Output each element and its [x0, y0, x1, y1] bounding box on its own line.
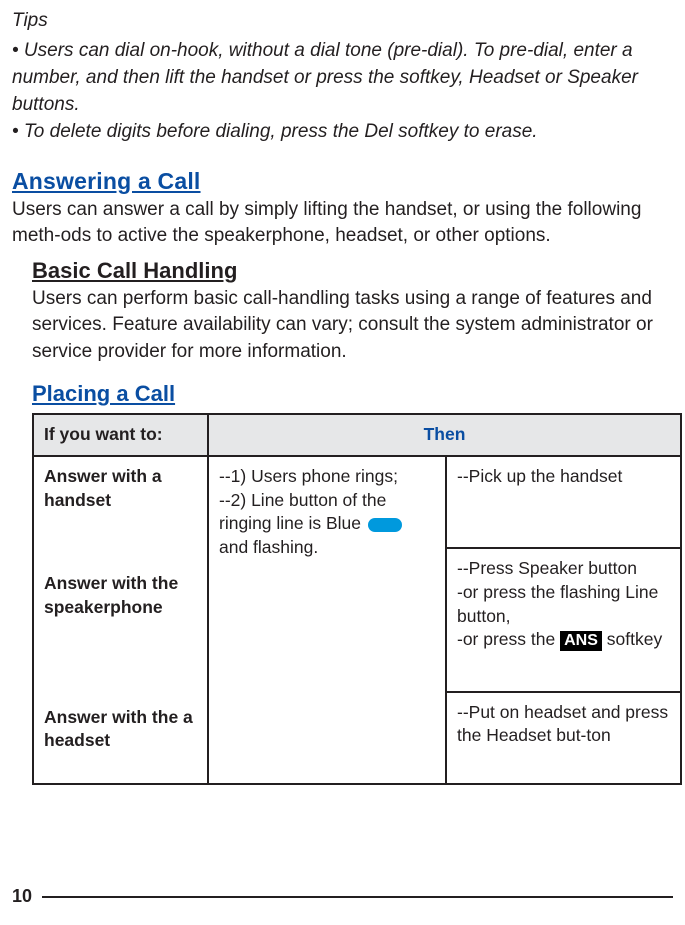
table-row: Answer with a handset Answer with the sp… — [33, 456, 681, 548]
footer-rule — [42, 896, 673, 898]
placing-heading: Placing a Call — [12, 381, 673, 407]
right-r1: --Pick up the handset — [446, 456, 681, 548]
basic-section: Basic Call Handling Users can perform ba… — [12, 258, 673, 366]
page-number: 10 — [12, 886, 38, 907]
mid-line4: and flashing. — [219, 537, 318, 557]
r2-line-c-pre: -or press the — [457, 629, 560, 649]
tips-heading: Tips — [12, 8, 673, 34]
tips-bullet-2: • To delete digits before dialing, press… — [12, 121, 538, 142]
r2-line-a: --Press Speaker button — [457, 558, 637, 578]
th-then: Then — [208, 414, 681, 456]
page-container: Tips • Users can dial on-hook, without a… — [0, 0, 685, 785]
tips-bullet-1: • Users can dial on-hook, without a dial… — [12, 40, 638, 115]
table-header-row: If you want to: Then — [33, 414, 681, 456]
th-if: If you want to: — [33, 414, 208, 456]
call-table: If you want to: Then Answer with a hands… — [32, 413, 682, 784]
answering-heading: Answering a Call — [12, 168, 673, 195]
left-column: Answer with a handset Answer with the sp… — [33, 456, 208, 784]
left-headset: Answer with the a headset — [44, 706, 197, 753]
right-r2: --Press Speaker button -or press the fla… — [446, 548, 681, 691]
ans-softkey-icon: ANS — [560, 631, 602, 651]
left-handset: Answer with a handset — [44, 465, 197, 512]
left-speaker: Answer with the speakerphone — [44, 572, 197, 619]
basic-body: Users can perform basic call-handling ta… — [32, 286, 673, 366]
mid-column: --1) Users phone rings; --2) Line button… — [208, 456, 446, 784]
r2-line-c-post: softkey — [602, 629, 662, 649]
mid-line1: --1) Users phone rings; — [219, 466, 398, 486]
blue-led-icon — [368, 518, 402, 532]
basic-heading: Basic Call Handling — [32, 258, 673, 284]
mid-line2: --2) Line button of the — [219, 490, 386, 510]
r2-line-b: -or press the flashing Line button, — [457, 582, 658, 626]
mid-line3a: ringing line is Blue — [219, 513, 361, 533]
tips-body: • Users can dial on-hook, without a dial… — [12, 38, 673, 146]
answering-body: Users can answer a call by simply liftin… — [12, 197, 673, 250]
right-r3: --Put on headset and press the Headset b… — [446, 692, 681, 784]
